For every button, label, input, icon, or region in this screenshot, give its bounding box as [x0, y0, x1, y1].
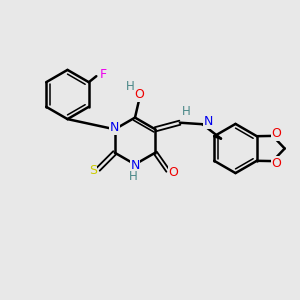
- Text: O: O: [272, 157, 281, 170]
- Text: O: O: [168, 166, 178, 179]
- Text: F: F: [99, 68, 106, 81]
- Text: O: O: [135, 88, 144, 101]
- Text: O: O: [272, 127, 281, 140]
- Text: H: H: [125, 80, 134, 93]
- Text: N: N: [204, 115, 213, 128]
- Text: H: H: [182, 105, 191, 118]
- Text: N: N: [130, 159, 140, 172]
- Text: H: H: [129, 170, 138, 184]
- Text: N: N: [110, 121, 119, 134]
- Text: S: S: [89, 164, 97, 177]
